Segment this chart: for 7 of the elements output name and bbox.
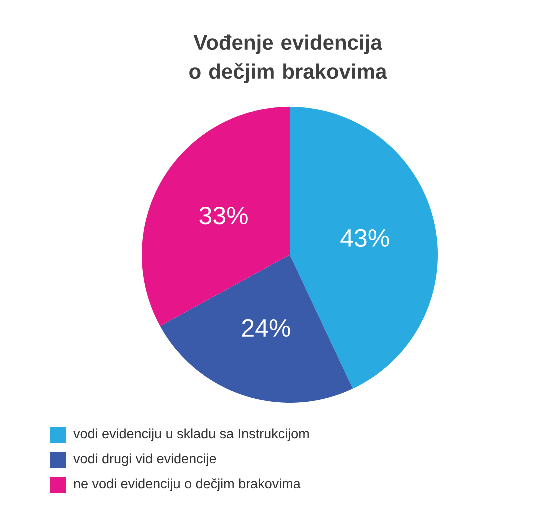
chart-title: Vođenje evidencija o dečjim brakovima (190, 34, 388, 84)
legend-label: vodi evidenciju u skladu sa Instrukcijom (74, 428, 309, 442)
legend-label: ne vodi evidenciju o dečjim brakovima (74, 478, 301, 492)
data-label: 33% (200, 206, 248, 225)
data-label: 24% (242, 319, 290, 337)
legend-label: vodi drugi vid evidencije (74, 454, 216, 466)
data-label: 43% (340, 229, 390, 248)
